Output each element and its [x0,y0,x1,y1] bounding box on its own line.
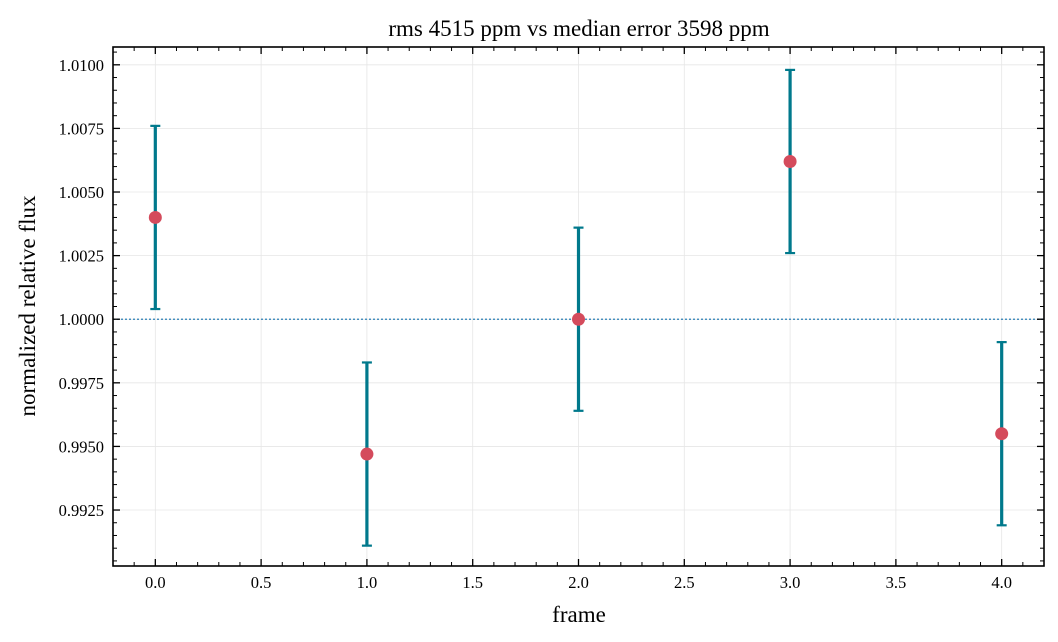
x-tick-label: 1.0 [357,573,378,592]
x-tick-label: 3.5 [886,573,907,592]
x-axis-label: frame [552,602,606,627]
y-tick-label: 0.9925 [59,501,104,520]
x-tick-label: 0.5 [251,573,272,592]
chart-title: rms 4515 ppm vs median error 3598 ppm [388,16,769,41]
y-axis-label: normalized relative flux [15,195,40,416]
y-tick-label: 1.0050 [59,183,104,202]
tick-labels: 0.0 0.5 1.0 1.5 2.0 2.5 3.0 3.5 4.0 0.9925 0.9950 0… [59,56,1012,592]
data-point [783,154,797,168]
x-tick-label: 2.0 [568,573,589,592]
x-tick-label: 3.0 [780,573,801,592]
y-tick-label: 1.0100 [59,56,104,75]
data-point [148,210,162,224]
y-tick-label: 1.0075 [59,119,104,138]
x-tick-label: 0.0 [145,573,166,592]
data-point [995,427,1009,441]
y-tick-label: 0.9975 [59,374,104,393]
x-tick-label: 1.5 [462,573,483,592]
data-point [572,312,585,326]
y-tick-label: 1.0000 [59,310,104,329]
plot-frame [112,46,1045,567]
x-tick-label: 2.5 [674,573,695,592]
y-tick-label: 1.0025 [59,247,104,266]
y-tick-label: 0.9950 [59,437,104,456]
data-point [360,447,374,461]
data-points [148,154,1009,461]
x-tick-label: 4.0 [991,573,1012,592]
